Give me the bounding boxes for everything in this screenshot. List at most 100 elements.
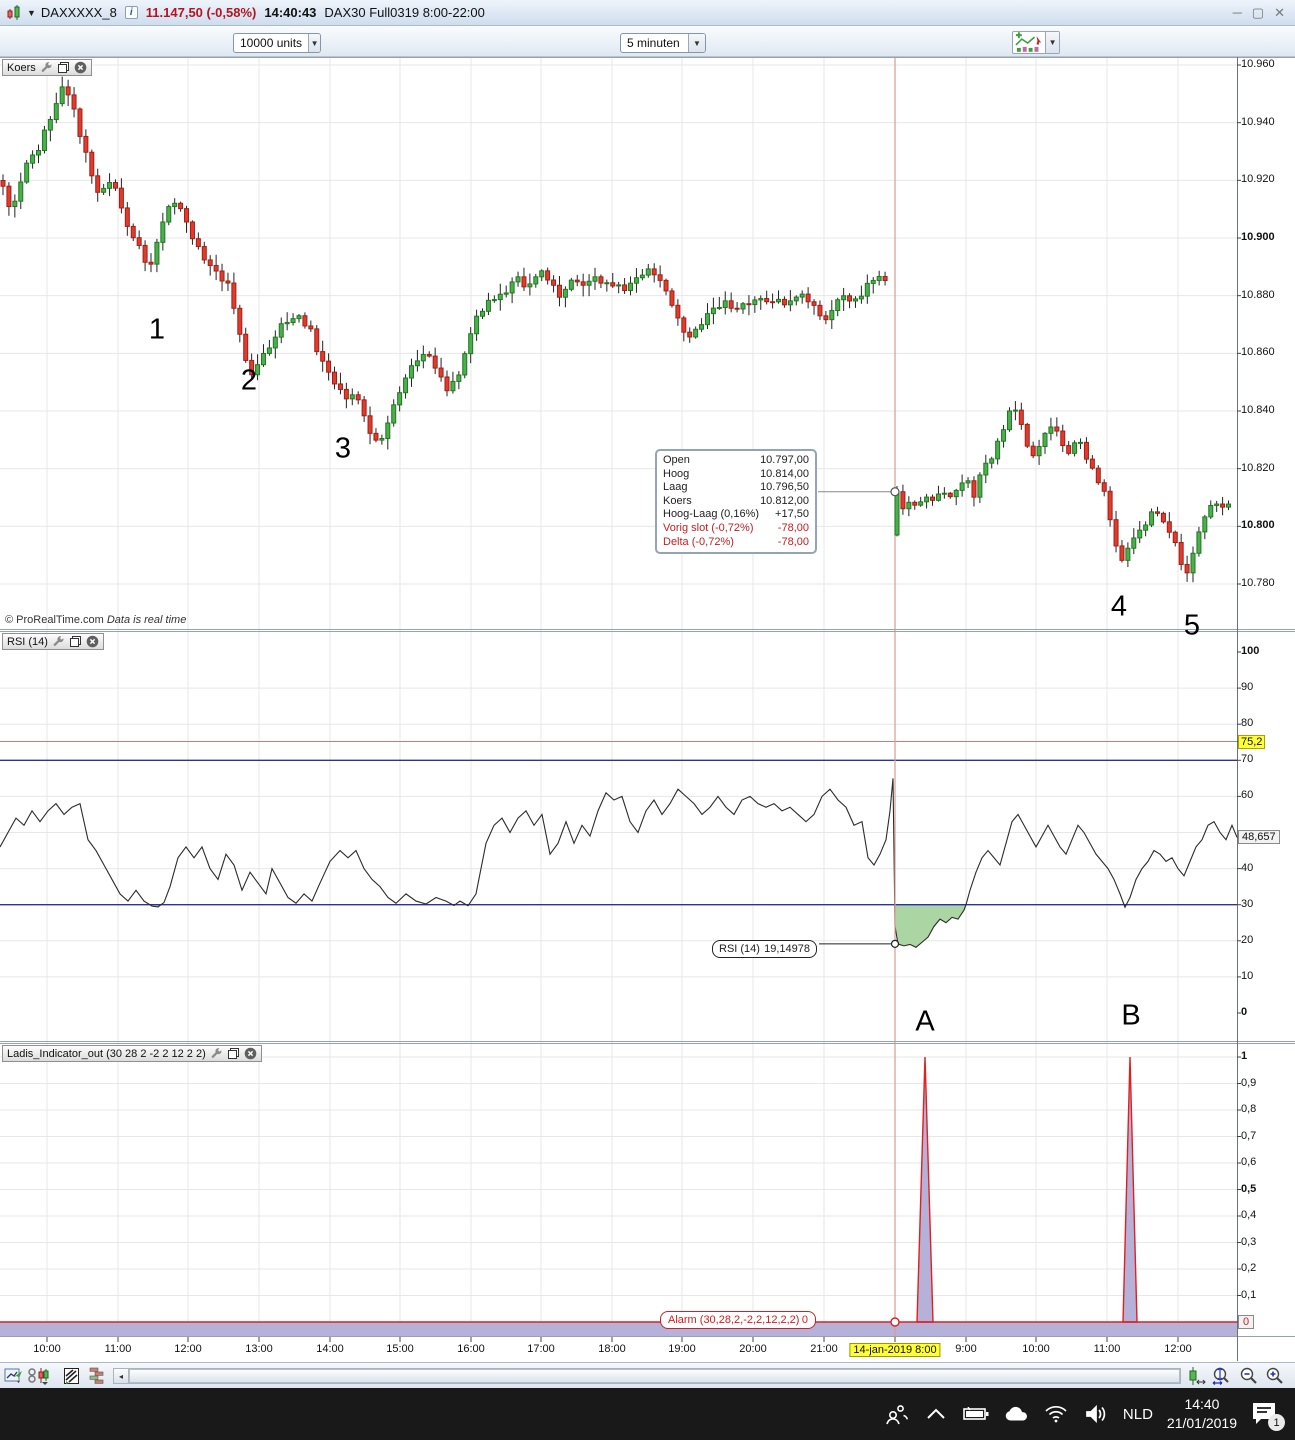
scrollbar-thumb[interactable] bbox=[129, 1369, 1180, 1383]
battery-icon[interactable] bbox=[963, 1401, 989, 1427]
time-axis-label: 13:00 bbox=[245, 1343, 273, 1355]
candle-width-button[interactable] bbox=[1186, 1366, 1208, 1386]
time-axis-label: 12:00 bbox=[174, 1343, 202, 1355]
units-dropdown[interactable]: 10000 units ▼ bbox=[233, 33, 321, 53]
alarm-tooltip: Alarm (30,28,2,-2,2,12,2,2) 0 bbox=[660, 1311, 816, 1329]
axis-label: 40 bbox=[1241, 861, 1254, 874]
maximize-button[interactable]: ▢ bbox=[1251, 4, 1265, 20]
time-axis-label: 21:00 bbox=[810, 1343, 838, 1355]
price-chart-canvas[interactable] bbox=[0, 57, 1295, 1362]
chevron-down-icon[interactable]: ▼ bbox=[688, 34, 705, 52]
symbol-dropdown-caret[interactable]: ▼ bbox=[27, 7, 36, 18]
detach-window-icon[interactable] bbox=[69, 635, 82, 648]
chart-annotation-3: 3 bbox=[334, 432, 352, 465]
time-axis-label: 16:00 bbox=[457, 1343, 485, 1355]
time-axis-label: 11:00 bbox=[1093, 1343, 1121, 1355]
panel-header-indicator: Ladis_Indicator_out (30 28 2 -2 2 12 2 2… bbox=[2, 1045, 262, 1062]
axis-label: 70 bbox=[1241, 753, 1254, 766]
scroll-left-button[interactable]: ◂ bbox=[114, 1369, 129, 1383]
axis-label: 0,2 bbox=[1241, 1262, 1257, 1274]
detach-window-icon[interactable] bbox=[227, 1047, 240, 1060]
axis-label: 60 bbox=[1241, 789, 1254, 802]
time-axis-label: 10:00 bbox=[33, 1343, 61, 1355]
time-axis-label: 20:00 bbox=[739, 1343, 767, 1355]
axis-label: 20 bbox=[1241, 933, 1254, 946]
axis-label: 10.940 bbox=[1241, 115, 1275, 128]
chart-annotation-2: 2 bbox=[240, 364, 258, 397]
panel-header-price: Koers bbox=[2, 59, 92, 76]
chart-annotation-B: B bbox=[1121, 999, 1141, 1032]
panel-title: RSI (14) bbox=[7, 635, 48, 648]
clock[interactable]: 14:40 21/01/2019 bbox=[1167, 1395, 1237, 1433]
axis-label: 10.960 bbox=[1241, 58, 1275, 70]
axis-label: 10.880 bbox=[1241, 288, 1275, 301]
axis-label: 0,6 bbox=[1241, 1156, 1257, 1168]
zoom-out-icon[interactable] bbox=[1238, 1366, 1260, 1386]
chart-annotation-5: 5 bbox=[1183, 609, 1201, 642]
timeframe-dropdown-value: 5 minuten bbox=[627, 36, 680, 50]
axis-label: 75,2 bbox=[1238, 734, 1266, 749]
zoom-in-icon[interactable] bbox=[1264, 1366, 1286, 1386]
orderbook-button[interactable] bbox=[88, 1366, 110, 1386]
zoom-fit-icon[interactable] bbox=[1210, 1366, 1232, 1386]
instrument-symbol[interactable]: DAXXXXX_8 bbox=[40, 5, 117, 20]
close-panel-icon[interactable] bbox=[74, 61, 87, 74]
instrument-link-button[interactable] bbox=[28, 1366, 50, 1386]
chart-area: Koers RSI (14) Ladis_Indicator_out (30 2… bbox=[0, 57, 1295, 1362]
tray-expand-chevron-icon[interactable] bbox=[923, 1401, 949, 1427]
close-panel-icon[interactable] bbox=[244, 1047, 257, 1060]
time-axis-label: 17:00 bbox=[527, 1343, 555, 1355]
info-icon[interactable]: i bbox=[124, 6, 138, 19]
clock-date: 21/01/2019 bbox=[1166, 1415, 1237, 1431]
news-button[interactable] bbox=[60, 1366, 82, 1386]
axis-label: 0,1 bbox=[1241, 1288, 1257, 1301]
time-axis-label: 10:00 bbox=[1022, 1343, 1050, 1355]
settings-wrench-icon[interactable] bbox=[210, 1047, 223, 1060]
time-axis-label: 18:00 bbox=[598, 1343, 626, 1355]
detach-window-icon[interactable] bbox=[57, 61, 70, 74]
quote-time: 14:40:43 bbox=[264, 5, 317, 20]
axis-label: 100 bbox=[1241, 645, 1260, 657]
copyright-note: © ProRealTime.com Data is real time bbox=[5, 614, 187, 626]
chart-template-button[interactable]: ▼ bbox=[1012, 31, 1060, 54]
chart-toolbar: 10000 units ▼ 5 minuten ▼ ▼ bbox=[0, 26, 1295, 57]
instrument-price: 11.147,50 (-0,58%) bbox=[145, 5, 257, 20]
export-chart-button[interactable] bbox=[3, 1366, 25, 1386]
time-axis-label: 9:00 bbox=[955, 1343, 977, 1355]
axis-label: 10.820 bbox=[1241, 461, 1275, 474]
axis-label: 0,7 bbox=[1241, 1129, 1257, 1142]
panel-title: Ladis_Indicator_out (30 28 2 -2 2 12 2 2… bbox=[7, 1047, 206, 1060]
horizontal-scrollbar[interactable]: ◂ bbox=[113, 1368, 1181, 1384]
minimize-button[interactable]: ─ bbox=[1232, 4, 1242, 20]
chevron-down-icon[interactable]: ▼ bbox=[1045, 32, 1059, 53]
ohlc-tooltip: Open 10.797,00 Hoog 10.814,00 Laag 10.796,5… bbox=[655, 449, 817, 555]
onedrive-cloud-icon[interactable] bbox=[1003, 1401, 1029, 1427]
axis-label: 30 bbox=[1241, 897, 1254, 910]
axis-label: 48,657 bbox=[1238, 830, 1280, 845]
time-axis-date-label: 14-jan-2019 8:00 bbox=[849, 1343, 941, 1357]
axis-label: 1 bbox=[1241, 1050, 1248, 1062]
time-axis-label: 11:00 bbox=[104, 1343, 132, 1355]
chart-annotation-4: 4 bbox=[1110, 590, 1128, 623]
units-dropdown-value: 10000 units bbox=[240, 36, 303, 50]
wifi-icon[interactable] bbox=[1043, 1401, 1069, 1427]
language-indicator[interactable]: NLD bbox=[1122, 1405, 1153, 1423]
close-button[interactable]: ✕ bbox=[1274, 4, 1285, 20]
axis-label: 0,8 bbox=[1241, 1103, 1257, 1115]
volume-icon[interactable] bbox=[1083, 1401, 1109, 1427]
time-axis-label: 14:00 bbox=[316, 1343, 344, 1355]
axis-label: 10.900 bbox=[1241, 231, 1275, 243]
close-panel-icon[interactable] bbox=[86, 635, 99, 648]
people-icon[interactable] bbox=[883, 1401, 909, 1427]
axis-label: 0,9 bbox=[1241, 1076, 1257, 1089]
action-center-icon[interactable]: 1 bbox=[1251, 1401, 1285, 1431]
timeframe-dropdown[interactable]: 5 minuten ▼ bbox=[620, 33, 706, 53]
settings-wrench-icon[interactable] bbox=[52, 635, 65, 648]
time-axis-label: 12:00 bbox=[1164, 1343, 1192, 1355]
axis-label: 0,5 bbox=[1241, 1182, 1257, 1195]
chevron-down-icon[interactable]: ▼ bbox=[308, 34, 320, 52]
settings-wrench-icon[interactable] bbox=[40, 61, 53, 74]
panel-title: Koers bbox=[7, 61, 36, 74]
time-axis-label: 15:00 bbox=[386, 1343, 414, 1355]
